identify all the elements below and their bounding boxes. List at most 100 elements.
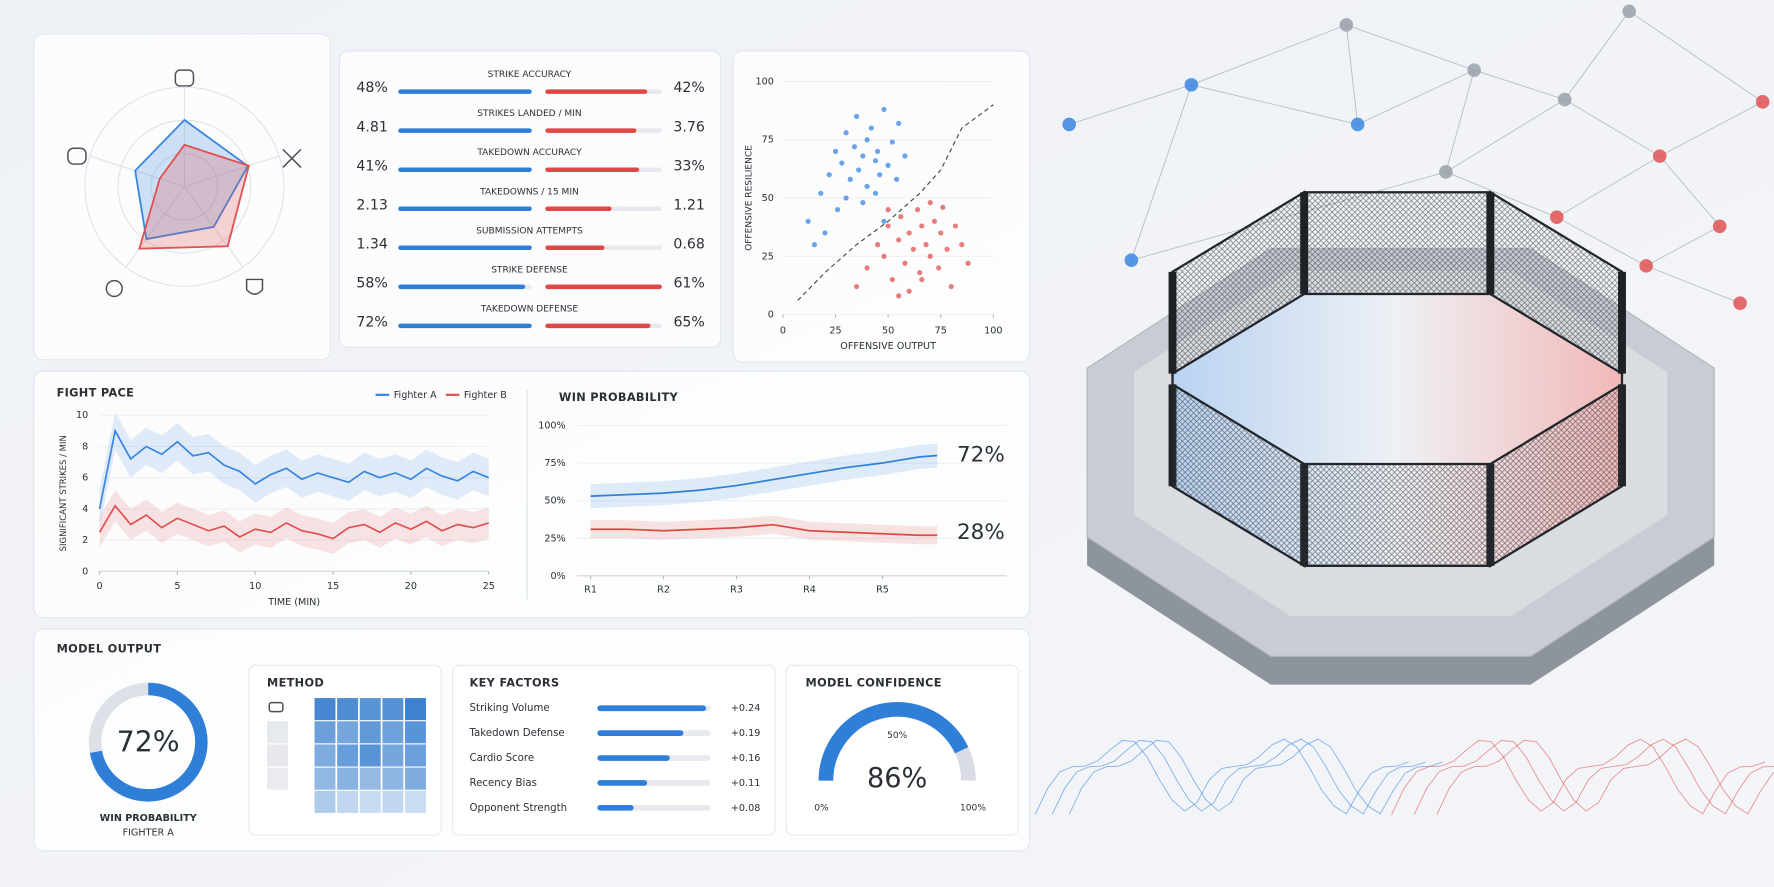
bar [597,755,670,761]
point [896,293,902,299]
point [952,223,959,229]
network-node [1755,95,1770,109]
caption: FIGHTER A [123,828,175,839]
x-tick-label: R2 [657,584,670,595]
point [919,276,925,283]
y-axis-label: OFFENSIVE RESILIENCE [744,145,754,251]
heat-cell [337,767,359,790]
icon-cross [282,148,302,168]
point [864,265,870,271]
point [896,237,902,243]
point [948,283,954,290]
radar-spoke [125,186,185,268]
y-tick-label: 8 [82,441,88,452]
y-tick-label: 10 [76,410,88,421]
point [902,153,908,159]
chart-title: FIGHT PACE [57,387,135,400]
point [889,276,895,283]
point [906,288,912,294]
network-link [1069,84,1192,125]
heat-cell [359,790,381,813]
stat-name: TAKEDOWNS / 15 MIN [479,187,579,197]
heat-cell [382,767,404,790]
network-link [1474,69,1565,100]
y-tick-label: 50% [544,496,565,507]
point [805,218,811,224]
fighter-b-stat: 1.21 [673,197,704,213]
network-link [1659,155,1721,227]
end-label: 72% [957,442,1005,467]
network-node [1467,63,1481,77]
point [914,207,921,213]
fighter-a-stat: 48% [356,80,387,96]
fighter-a-stat: 58% [356,275,387,291]
heat-cell [314,744,336,767]
y-tick-label: 0% [550,571,565,582]
terrain [1391,738,1766,815]
factor-name: Cardio Score [470,753,535,764]
point [811,242,818,248]
cage-panel [1303,191,1492,296]
network-link [1564,99,1660,157]
point [872,158,879,164]
network-link [1345,24,1359,125]
bar-b [545,323,651,329]
point [940,204,946,210]
point [839,160,845,166]
icon-clinch [67,147,87,165]
point [818,190,824,196]
network-link [1346,24,1475,71]
y-tick-label: 0 [768,310,774,321]
heat-cell [359,744,381,767]
network-link [1191,24,1347,86]
point [868,125,874,131]
point [847,176,853,182]
bar-b [545,128,637,133]
x-tick-label: R3 [730,584,743,595]
confidence-card [785,664,1019,836]
point [875,242,881,248]
network-node [1184,78,1199,92]
bar-a [398,323,532,329]
network-node [1339,18,1354,32]
heat-cell [359,721,381,744]
x-tick-label: 5 [174,581,180,592]
bar-a [398,284,526,290]
caption: WIN PROBABILITY [100,813,198,824]
bar [597,730,684,736]
section-title: METHOD [267,676,324,689]
point [860,200,866,206]
point [944,246,950,252]
y-tick-label: 6 [82,473,88,484]
donut-label: 72% [117,725,180,758]
y-tick-label: 100 [756,76,774,87]
x-tick-label: R4 [803,584,816,595]
x-tick-label: 15 [327,581,339,592]
terrain [1413,738,1774,815]
heat-cell [382,744,404,767]
heat-cell [382,721,404,744]
confidence-band [99,490,489,555]
heat-cell [267,721,288,744]
heat-cell [337,744,359,767]
network-link [1564,11,1630,100]
point [896,120,902,127]
point [936,265,942,271]
x-tick-label: 20 [405,581,417,592]
point [893,176,900,182]
end-label: 28% [957,520,1005,545]
radar-area [134,118,250,241]
factor-name: Striking Volume [470,703,550,714]
series-line [590,523,938,537]
icon-method [268,701,284,713]
section-title: MODEL CONFIDENCE [806,676,942,689]
point [965,260,971,266]
network-link [1445,99,1565,173]
point [872,190,879,196]
arena-illustration [1034,4,1774,815]
stat-name: STRIKES LANDED / MIN [477,109,581,119]
y-tick-label: 25 [762,251,774,262]
section-title: MODEL OUTPUT [57,642,162,655]
network-node [1712,219,1727,234]
point [881,106,887,113]
